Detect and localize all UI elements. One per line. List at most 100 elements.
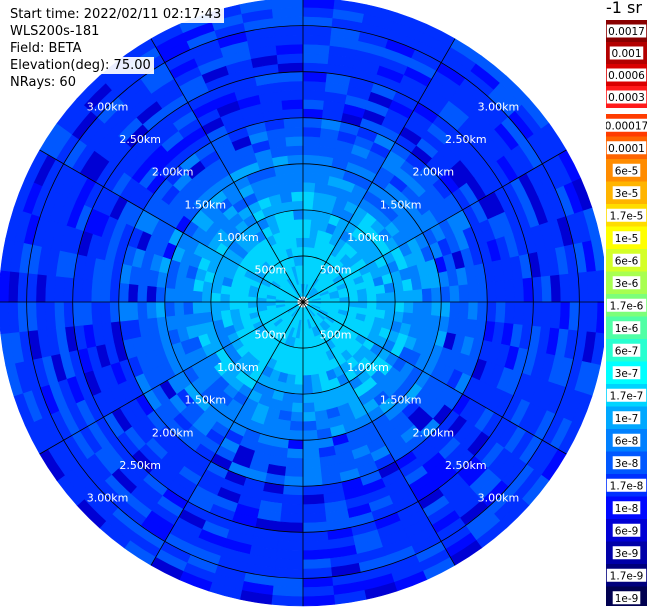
- data-cell: [302, 89, 326, 101]
- colorbar-label-bg: [606, 208, 647, 222]
- colorbar-level-main-0: 0.00017: [606, 114, 647, 137]
- data-cell: [90, 301, 102, 325]
- data-cell: [302, 209, 313, 220]
- data-cell: [595, 270, 604, 303]
- data-cell: [192, 301, 203, 314]
- data-cell: [294, 227, 304, 239]
- data-cell: [302, 374, 312, 386]
- data-cell: [302, 154, 319, 165]
- range-label: 1.50km: [185, 394, 227, 407]
- data-cell: [201, 291, 212, 303]
- data-cell: [298, 264, 304, 275]
- colorbar-tick-label: 1e-8: [615, 503, 639, 515]
- colorbar-level-main-7: 3e-6: [606, 271, 647, 294]
- data-cell: [550, 301, 562, 330]
- data-cell: [302, 329, 308, 340]
- colorbar: 0.0017 0.001 0.0006 0.0003 0.00017 0.0001 6e-5…: [606, 20, 647, 606]
- colorbar-tick-label: 1e-9: [615, 593, 639, 605]
- data-cell: [282, 484, 304, 496]
- colorbar-label-bg: [606, 298, 647, 312]
- data-cell: [100, 280, 111, 303]
- data-cell: [302, 99, 325, 110]
- data-cell: [302, 539, 330, 552]
- data-cell: [586, 270, 599, 303]
- data-cell: [283, 475, 304, 487]
- data-cell: [229, 308, 241, 318]
- data-cell: [412, 289, 424, 303]
- data-cell: [302, 512, 327, 524]
- data-cell: [283, 117, 304, 129]
- data-cell: [182, 301, 194, 315]
- data-cell: [7, 270, 20, 303]
- range-label: 3.00km: [87, 101, 129, 114]
- data-cell: [155, 301, 166, 318]
- data-cell: [287, 228, 297, 240]
- data-cell: [297, 255, 304, 266]
- range-label: 2.00km: [413, 166, 455, 179]
- range-label: 2.00km: [152, 166, 194, 179]
- range-ring: [256, 255, 350, 349]
- data-cell: [590, 238, 604, 272]
- range-label: 2.50km: [119, 459, 161, 472]
- azimuth-spoke: [302, 301, 567, 455]
- data-cell: [412, 301, 424, 315]
- range-label: 2.00km: [152, 426, 194, 439]
- azimuth-spoke: [39, 149, 304, 303]
- data-cell: [265, 301, 276, 307]
- data-cell: [302, 384, 313, 395]
- data-cell: [0, 301, 11, 335]
- colorbar-label-bg: [612, 546, 641, 560]
- colorbar-level-main-10: 6e-7: [606, 339, 647, 362]
- data-cell: [302, 71, 328, 83]
- data-cell: [256, 301, 267, 308]
- data-cell: [238, 301, 249, 310]
- data-cell: [136, 301, 148, 320]
- data-cell: [146, 285, 157, 303]
- data-cell: [53, 301, 66, 329]
- data-cell: [294, 218, 304, 230]
- data-cell: [293, 209, 304, 220]
- colorbar-tick-label: 0.001: [611, 48, 641, 60]
- data-cell: [270, 594, 304, 607]
- data-cell: [53, 275, 66, 303]
- azimuth-spoke: [302, 38, 456, 303]
- data-cell: [302, 567, 333, 579]
- data-cell: [302, 200, 314, 211]
- data-cell: [295, 237, 304, 248]
- data-cell: [559, 273, 571, 303]
- colorbar-level-main-6: 6e-6: [606, 249, 647, 272]
- data-cell: [302, 365, 312, 377]
- data-cell: [286, 145, 304, 156]
- data-cell: [302, 439, 319, 450]
- data-cell: [467, 301, 479, 321]
- data-cell: [270, 0, 304, 10]
- data-cell: [192, 290, 203, 303]
- data-cell: [302, 411, 316, 423]
- data-cell: [285, 135, 304, 147]
- data-cell: [330, 297, 341, 303]
- beta-field: [0, 0, 604, 607]
- colorbar-label-bg: [612, 253, 641, 267]
- data-cell: [495, 280, 506, 303]
- data-cell: [309, 364, 319, 376]
- data-cell: [302, 25, 333, 37]
- data-cell: [294, 374, 304, 386]
- azimuth-spoke: [39, 301, 304, 455]
- data-cell: [273, 567, 304, 579]
- data-cell: [302, 0, 336, 10]
- data-cell: [522, 277, 534, 303]
- colorbar-level-main-1: 0.0001: [606, 136, 647, 159]
- range-label: 2.50km: [445, 459, 487, 472]
- colorbar-tick-label: 6e-6: [615, 255, 639, 267]
- colorbar-label-bg: [606, 90, 647, 104]
- data-cell: [288, 163, 304, 175]
- data-cell: [35, 301, 47, 331]
- data-cell: [586, 301, 599, 334]
- data-cell: [292, 393, 304, 404]
- data-cell: [287, 439, 304, 450]
- data-cell: [513, 278, 525, 303]
- colorbar-level-main-8: 1.7e-6: [606, 294, 647, 317]
- data-cell: [288, 429, 304, 441]
- data-cell: [302, 521, 328, 533]
- data-cell: [550, 274, 562, 303]
